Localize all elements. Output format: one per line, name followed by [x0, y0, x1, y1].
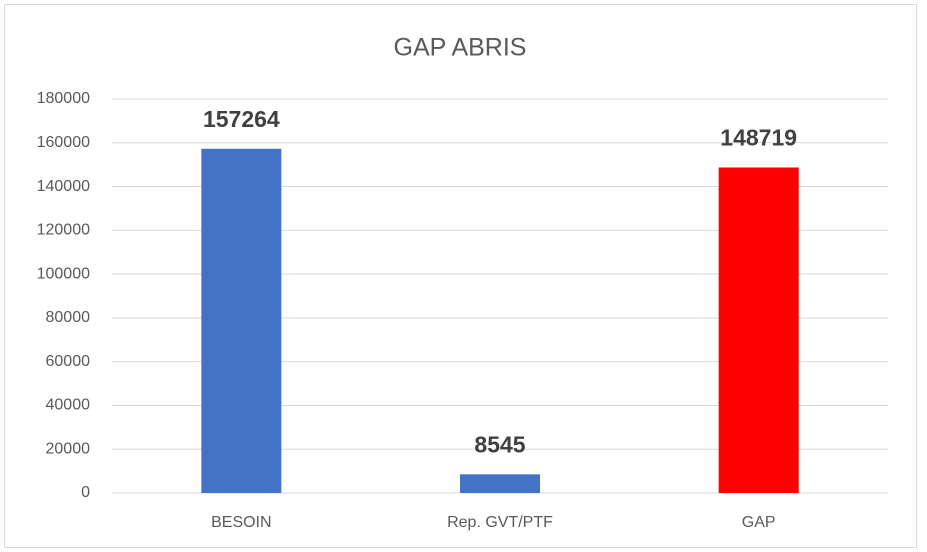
- data-label: 8545: [474, 431, 525, 457]
- x-tick-label: GAP: [742, 514, 776, 531]
- y-tick-label: 120000: [37, 222, 90, 239]
- y-tick-label: 60000: [46, 353, 91, 370]
- data-label: 148719: [720, 125, 797, 151]
- bar: [718, 167, 799, 493]
- x-tick-label: Rep. GVT/PTF: [447, 514, 553, 531]
- y-tick-label: 0: [81, 484, 90, 501]
- y-tick-label: 40000: [46, 397, 91, 414]
- data-label: 157264: [203, 106, 280, 132]
- bar: [460, 474, 540, 493]
- y-tick-label: 80000: [46, 309, 91, 326]
- x-tick-label: BESOIN: [211, 514, 271, 531]
- y-tick-label: 140000: [37, 178, 90, 195]
- y-tick-label: 180000: [37, 90, 90, 107]
- y-tick-label: 20000: [46, 440, 91, 457]
- y-tick-label: 100000: [37, 265, 90, 282]
- chart-title: GAP ABRIS: [394, 34, 527, 62]
- y-tick-label: 160000: [37, 134, 90, 151]
- bar: [201, 148, 282, 493]
